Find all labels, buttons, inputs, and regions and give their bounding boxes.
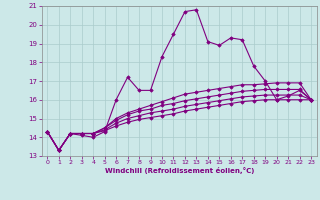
X-axis label: Windchill (Refroidissement éolien,°C): Windchill (Refroidissement éolien,°C) bbox=[105, 167, 254, 174]
